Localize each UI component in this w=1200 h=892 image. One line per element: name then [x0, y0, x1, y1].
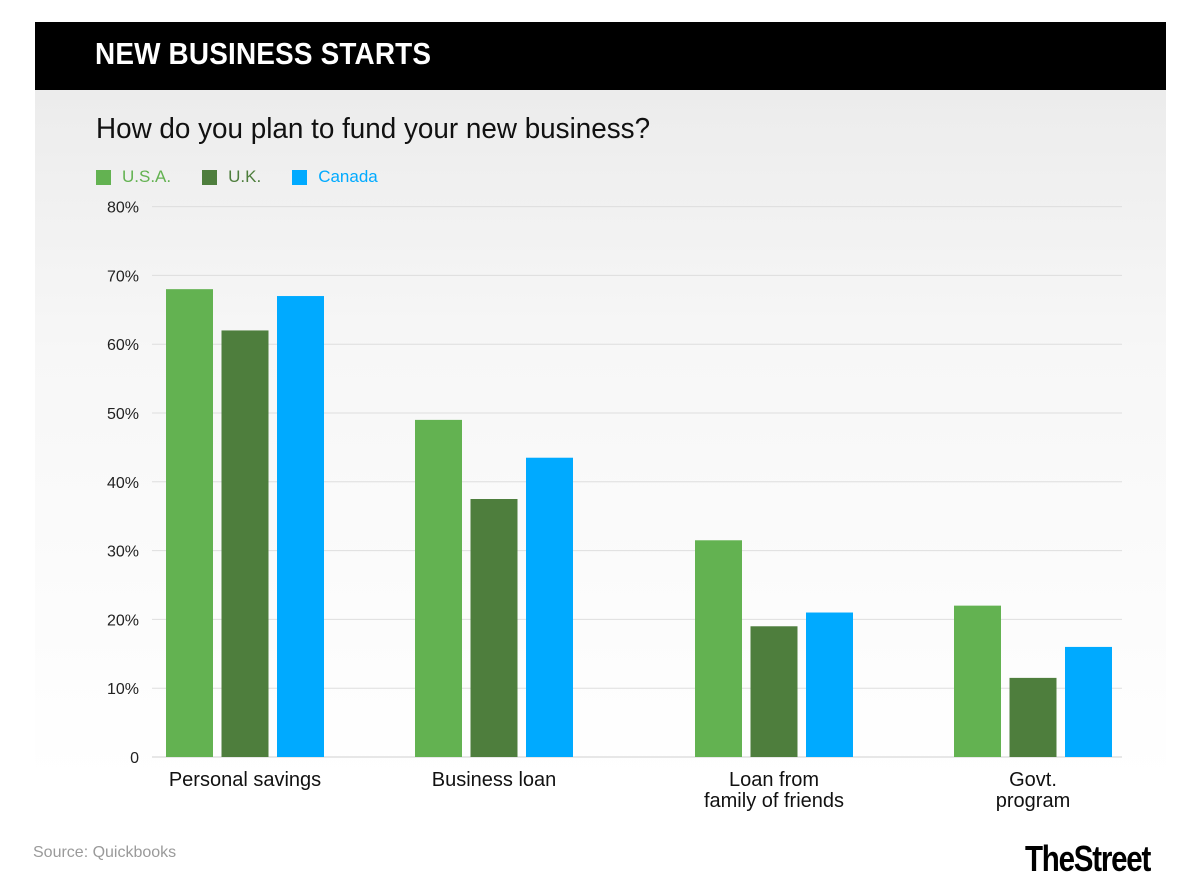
bar [1065, 646, 1112, 757]
chart-title: How do you plan to fund your new busines… [96, 113, 651, 145]
bar [806, 612, 853, 757]
x-tick-label: Govt. program [996, 769, 1070, 812]
legend-label: U.S.A. [122, 167, 172, 186]
legend-label: U.K. [228, 167, 262, 186]
x-tick-label: Business loan [432, 769, 557, 791]
legend-item: Canada [292, 167, 378, 187]
x-tick-label: Personal savings [169, 769, 321, 791]
bar [1009, 677, 1057, 757]
brand-logo: TheStreet [1025, 838, 1151, 879]
header-title: NEW BUSINESS STARTS [95, 36, 432, 71]
bar [695, 540, 742, 757]
legend-item: U.K. [202, 167, 261, 187]
bar [415, 419, 462, 757]
chart-legend: U.S.A. U.K. Canada [96, 166, 409, 188]
y-tick-label: 80% [107, 200, 139, 217]
bar [470, 499, 518, 757]
x-tick-label: Loan from family of friends [704, 769, 844, 812]
bar [277, 296, 324, 757]
y-tick-label: 50% [107, 406, 139, 423]
y-tick-label: 0 [130, 750, 139, 767]
bar [221, 330, 269, 757]
bar [526, 457, 573, 757]
y-tick-label: 10% [107, 681, 139, 698]
y-tick-label: 70% [107, 268, 139, 285]
legend-swatch [202, 169, 218, 185]
y-tick-label: 40% [107, 475, 139, 492]
legend-swatch [96, 169, 111, 185]
bar [954, 605, 1001, 757]
y-tick-label: 60% [107, 337, 139, 354]
y-tick-label: 20% [107, 612, 139, 629]
bar [166, 289, 213, 757]
y-tick-label: 30% [107, 544, 139, 561]
legend-label: Canada [318, 167, 378, 186]
header-bar: NEW BUSINESS STARTS [35, 22, 1166, 90]
source-note: Source: Quickbooks [33, 844, 177, 861]
legend-item: U.S.A. [96, 167, 171, 187]
legend-swatch [292, 169, 308, 185]
bar [750, 626, 798, 757]
